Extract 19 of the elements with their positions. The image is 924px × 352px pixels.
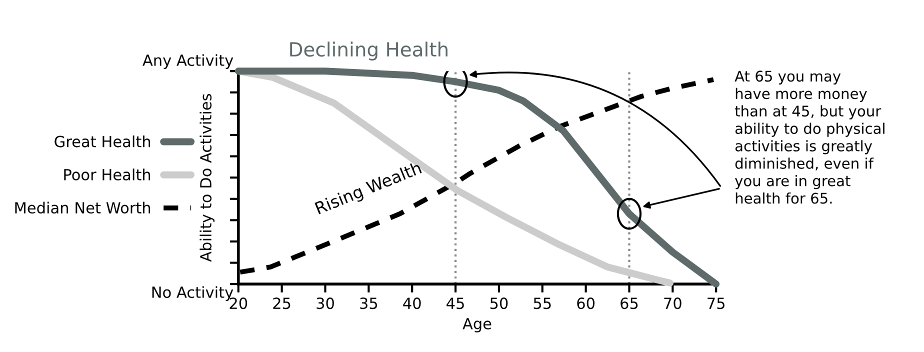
text: At 65 you may have more money than at 45, but your ability to do physical activities is greatly diminished, even if you are in great health for 65. (734, 70, 884, 204)
x-tick-label: 40 (403, 298, 421, 310)
x-tick-label: 70 (664, 298, 682, 310)
x-tick-label: 55 (534, 298, 551, 310)
x-tick-label: 65 (620, 298, 638, 310)
x-tick-label: 45 (446, 298, 464, 310)
x-tick-label: 30 (316, 298, 334, 310)
legend-label: Great Health (54, 135, 150, 148)
x-tick-label: 75 (708, 298, 724, 310)
x-tick-label: 60 (577, 298, 595, 310)
y-axis-title: Ability to Do Activities (200, 94, 215, 262)
text: Any Activity (142, 54, 234, 69)
x-tick-label: 50 (490, 298, 508, 310)
legend-label: Median Net Worth (15, 202, 150, 214)
legend-label: Poor Health (64, 168, 150, 180)
x-tick-label: 25 (273, 298, 290, 310)
x-axis-title: Age (462, 318, 492, 332)
x-tick-label: 35 (360, 298, 378, 310)
annotation: Declining Health (290, 42, 448, 60)
